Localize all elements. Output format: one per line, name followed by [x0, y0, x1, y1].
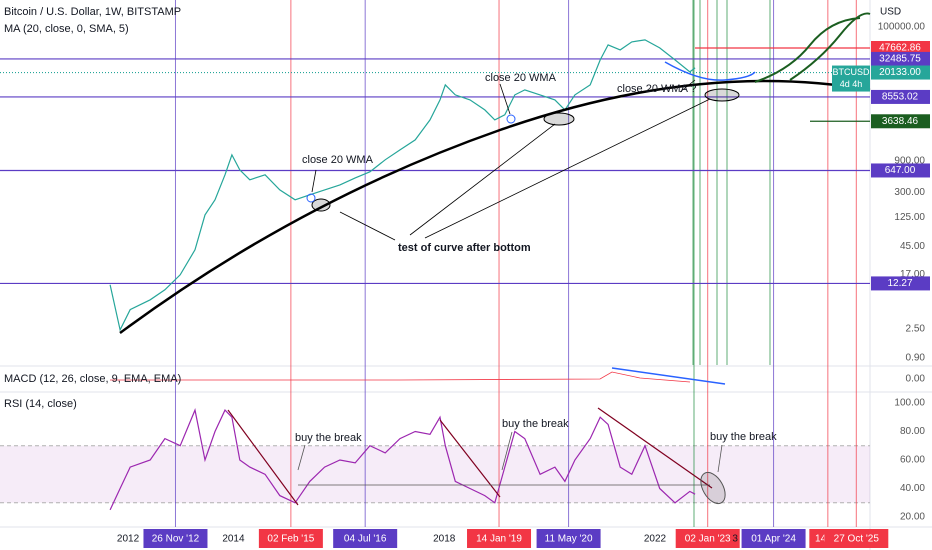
projection-curve: [789, 12, 871, 81]
y-tick-label: 40.00: [900, 483, 925, 494]
date-tag-label: 02 Feb '15: [267, 534, 314, 545]
price-tag-label: 32485.75: [879, 54, 921, 65]
date-tag: [536, 529, 601, 548]
y-tick-label: 300.00: [894, 187, 925, 198]
y-tick-label: 2.50: [906, 323, 926, 334]
annotation: buy the break: [295, 432, 362, 444]
date-tag: [467, 529, 532, 548]
y-tick-label: 900.00: [894, 156, 925, 167]
indicator-label: MA (20, close, 0, SMA, 5): [4, 23, 129, 35]
ma-projection: [664, 61, 756, 81]
circle: [506, 114, 516, 124]
projection-curve: [754, 17, 861, 83]
x-tick-label: 2022: [644, 534, 667, 545]
rsi-title: RSI (14, close): [4, 398, 77, 410]
annotation: buy the break: [502, 418, 569, 430]
ellipse: [700, 471, 726, 505]
annotation: buy the break: [710, 431, 777, 443]
chart-title: Bitcoin / U.S. Dollar, 1W, BITSTAMP: [4, 6, 181, 18]
date-tag: [824, 529, 889, 548]
y-tick-label: 100000.00: [878, 22, 926, 33]
y-tick-label: 60.00: [900, 455, 925, 466]
currency: USD: [880, 7, 901, 18]
rsi-band: [0, 445, 870, 503]
price-tag: [871, 89, 930, 104]
y-tick-label: 0.90: [906, 352, 926, 363]
price-tag: [871, 163, 930, 178]
symbol-tag: [832, 65, 870, 92]
macd-line: [110, 371, 691, 383]
circle: [306, 193, 316, 203]
y-tick-label: 45.00: [900, 241, 925, 252]
ellipse: [311, 198, 331, 212]
price-line-series: [109, 39, 696, 332]
date-tag: [675, 529, 740, 548]
rsi-pane: [0, 393, 870, 527]
date-tag-label: 11 May '20: [545, 534, 593, 545]
y-tick-label: 0.00: [906, 374, 926, 385]
price-tag-label: 20133.00: [879, 67, 921, 78]
date-tag: [333, 529, 398, 548]
date-tag: [143, 529, 208, 548]
ellipse: [704, 88, 740, 102]
price-tag-label: 47662.86: [879, 43, 921, 54]
price-tag-label: 3638.46: [882, 116, 919, 127]
countdown: 4d 4h: [840, 79, 863, 89]
annotation: close 20 WMA ?: [617, 83, 696, 95]
macd-trendline: [611, 367, 726, 385]
price-tag-label: 12.27: [887, 278, 912, 289]
annotation: test of curve after bottom: [398, 242, 531, 254]
y-tick-label: 80.00: [900, 426, 925, 437]
price-tag-label: 647.00: [885, 165, 916, 176]
price-tag: [871, 51, 930, 66]
price-tag: [871, 276, 930, 291]
date-tag: [258, 529, 323, 548]
price-tag: [871, 114, 930, 129]
y-tick-label: 17.00: [900, 269, 925, 280]
ellipse: [543, 112, 575, 126]
arrows: [311, 79, 711, 241]
date-tag-label: 26 Nov '12: [152, 534, 200, 545]
price-tag: [871, 40, 930, 55]
macd-title: MACD (12, 26, close, 9, EMA, EMA): [4, 373, 181, 385]
symbol-label: BTCUSD: [832, 67, 870, 77]
arrows: [297, 431, 723, 473]
date-tag-label: 3: [732, 534, 738, 545]
date-tag-label: 01 Apr '24: [751, 534, 796, 545]
annotation: close 20 WMA: [302, 154, 374, 166]
y-tick-label: 20.00: [900, 512, 925, 523]
y-tick-label: 125.00: [894, 212, 925, 223]
date-tag-label: 04 Jul '16: [344, 534, 387, 545]
x-tick-label: 2018: [433, 534, 456, 545]
date-tag-label: 27 Oct '25: [834, 534, 880, 545]
date-tag-label: 14 Jan '19: [476, 534, 522, 545]
x-tick-label: 2014: [222, 534, 245, 545]
annotation: close 20 WMA: [485, 72, 557, 84]
date-tag: [741, 529, 806, 548]
y-tick-label: 100.00: [894, 398, 925, 409]
price-tag: [871, 65, 930, 80]
x-tick-label: 2012: [117, 534, 140, 545]
rsi-trendlines: [227, 407, 713, 506]
date-tag-label: 02 Jan '23: [685, 534, 731, 545]
price-tag-label: 8553.02: [882, 92, 919, 103]
rsi-line: [109, 408, 696, 511]
